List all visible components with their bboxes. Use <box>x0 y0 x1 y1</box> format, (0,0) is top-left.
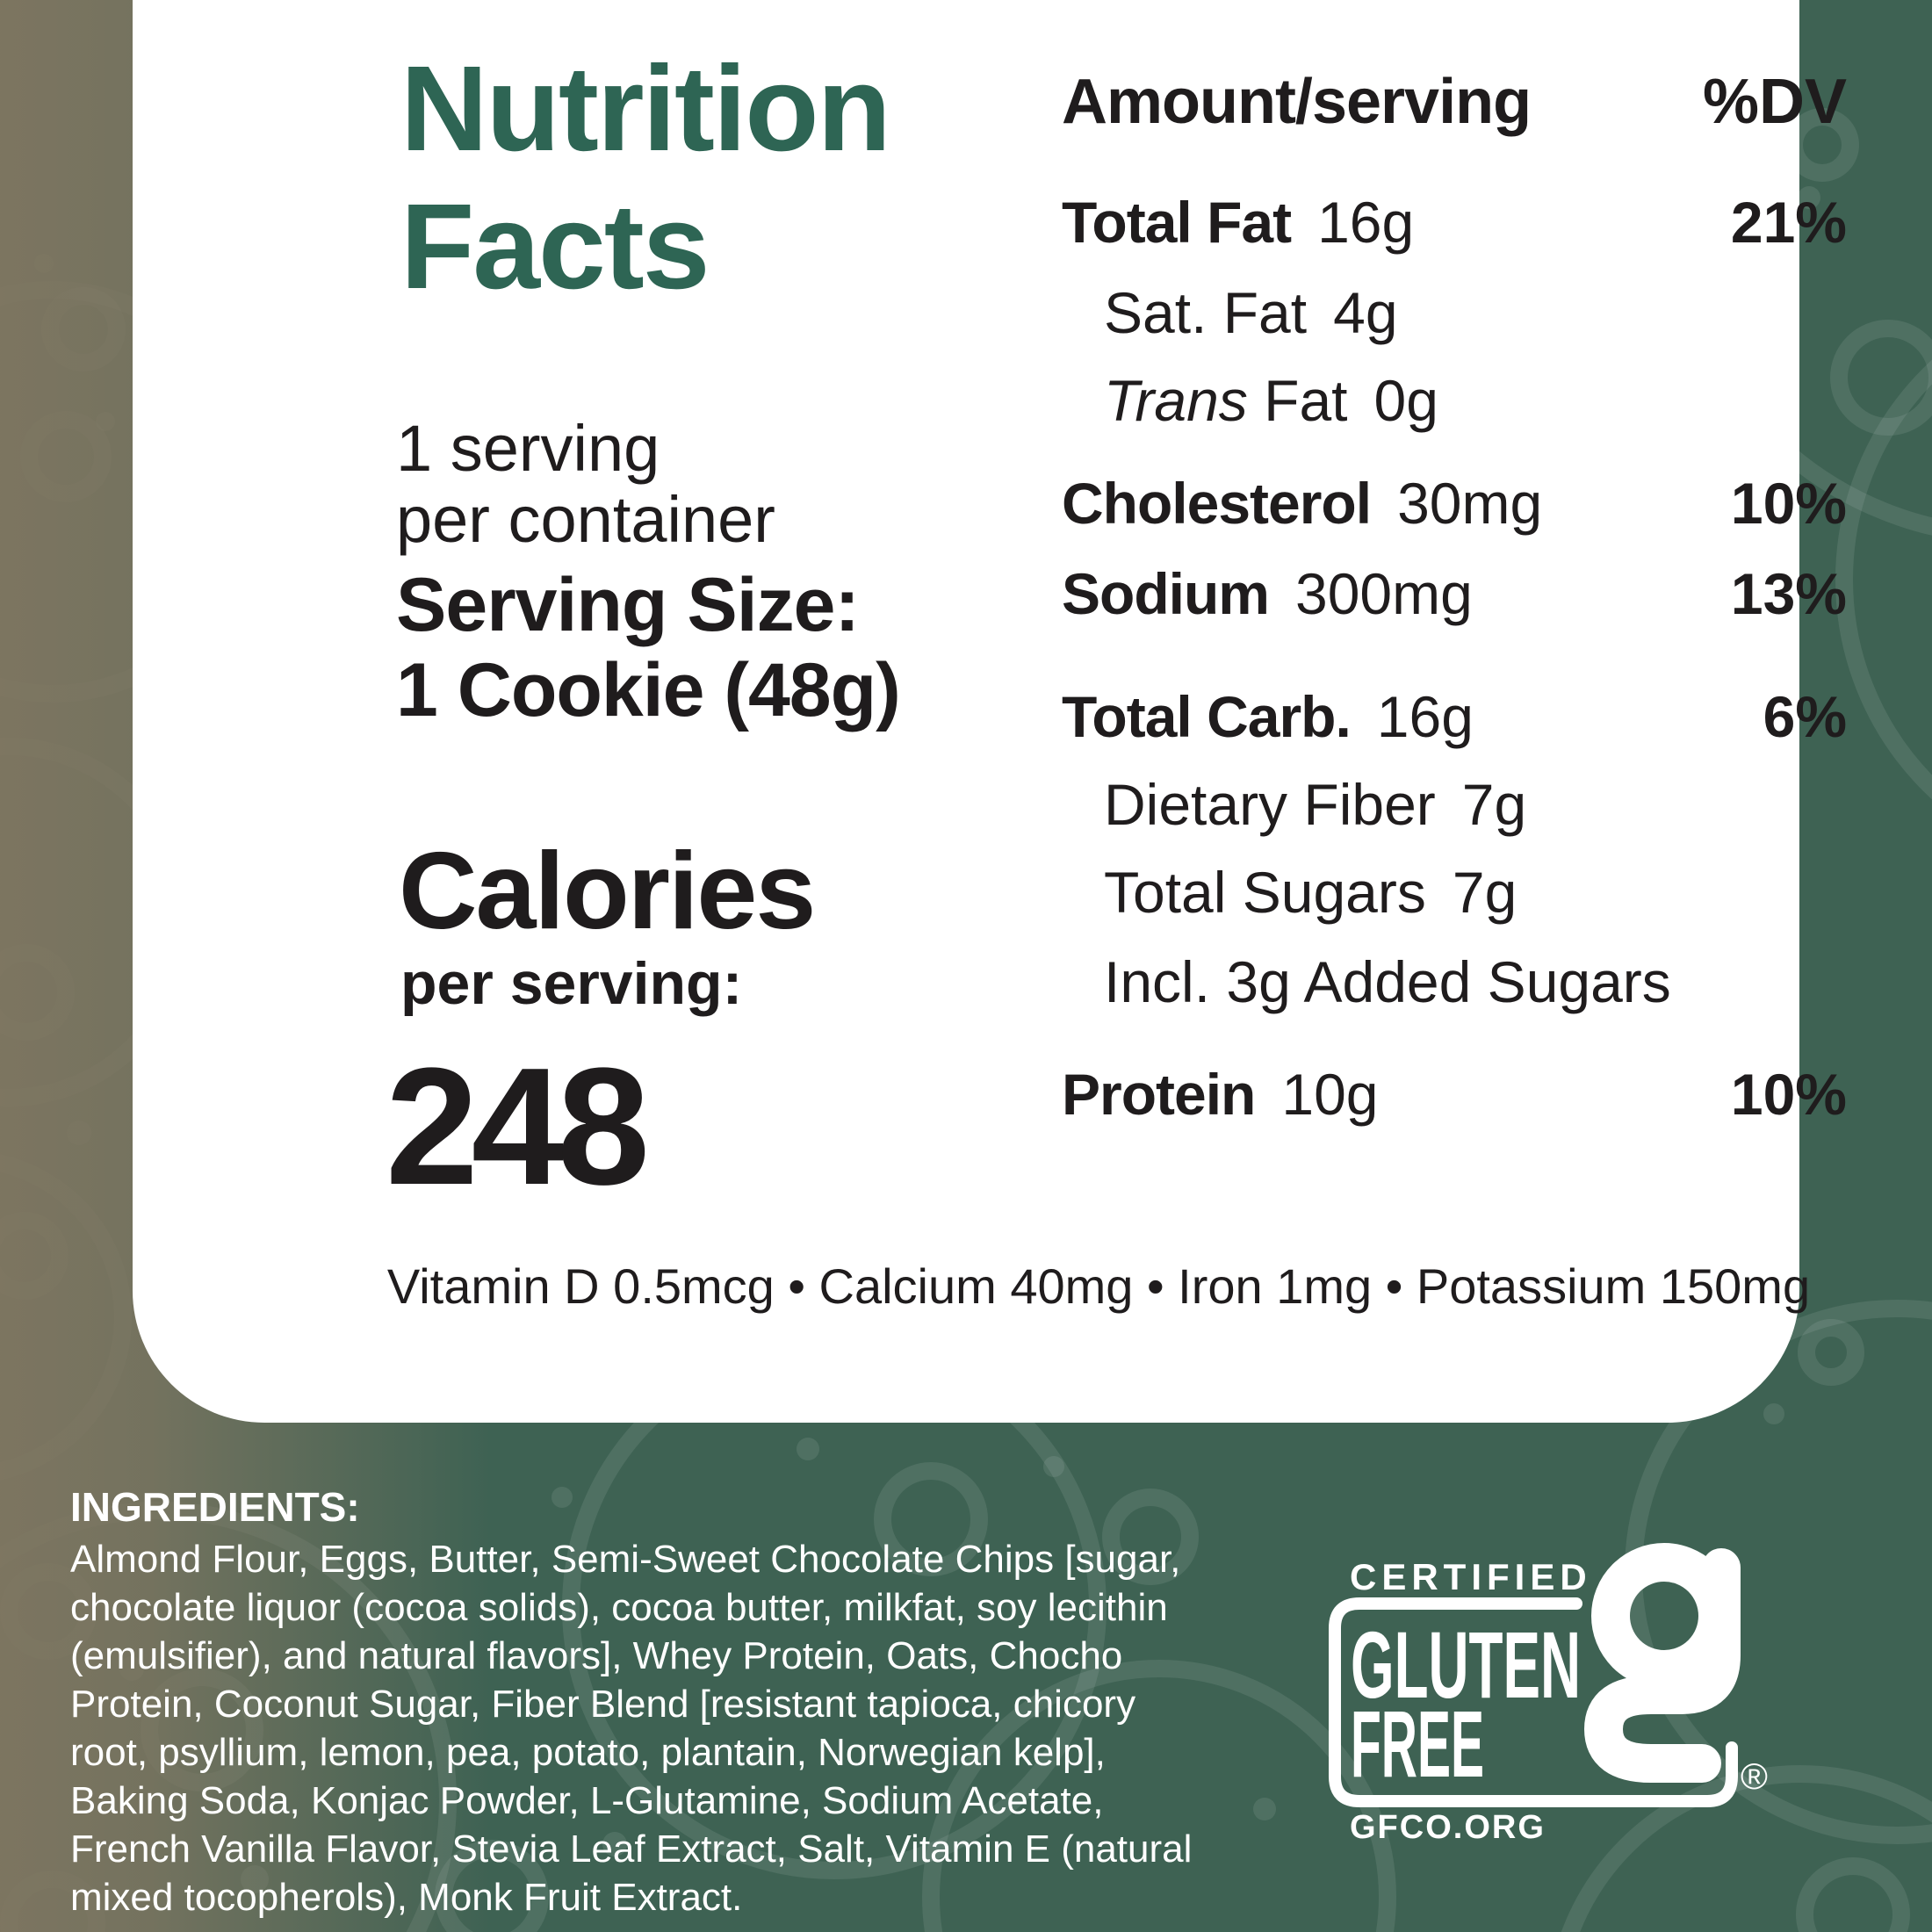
nutrient-amount: 7g <box>1461 772 1527 837</box>
calories-sublabel: per serving: <box>400 950 743 1017</box>
nutrient-name: Protein <box>1062 1062 1256 1127</box>
gf-certified-label: CERTIFIED <box>1350 1556 1592 1597</box>
gf-registered-mark: ® <box>1741 1755 1768 1797</box>
certified-gluten-free-seal: CERTIFIED GLUTEN FREE ® GFCO.ORG <box>1329 1543 1768 1846</box>
nutrient-amount: 4g <box>1333 280 1398 345</box>
nutrition-facts-title: Nutrition Facts <box>400 40 891 316</box>
gf-free-label: FREE <box>1351 1690 1484 1797</box>
table-row: Incl. 3g Added Sugars <box>1062 950 1847 1013</box>
header-amount-per-serving: Amount/serving <box>1062 67 1532 137</box>
servings-line-2: per container <box>396 483 775 556</box>
gf-url-label: GFCO.ORG <box>1350 1809 1546 1846</box>
table-row: Sat. Fat 4g <box>1062 281 1847 344</box>
table-row: Dietary Fiber 7g <box>1062 773 1847 836</box>
nutrient-name: Sat. Fat <box>1104 280 1308 345</box>
ingredients-section: INGREDIENTS: Almond Flour, Eggs, Butter,… <box>70 1482 1352 1921</box>
nutrient-name: Cholesterol <box>1062 471 1372 536</box>
ingredients-text: Almond Flour, Eggs, Butter, Semi-Sweet C… <box>70 1538 1193 1919</box>
nutrient-amount: 300mg <box>1295 561 1473 626</box>
header-percent-dv: %DV <box>1702 67 1847 137</box>
table-row: Sodium 300mg 13% <box>1062 562 1847 625</box>
nutrient-amount: 0g <box>1373 368 1438 433</box>
gf-box-border <box>1329 1597 1738 1807</box>
serving-size-value: 1 Cookie (48g) <box>396 648 901 732</box>
nutrient-name: Sodium <box>1062 561 1270 626</box>
ingredients-title: INGREDIENTS: <box>70 1484 360 1530</box>
title-line-1: Nutrition <box>400 41 891 177</box>
nutrient-amount: 16g <box>1317 190 1415 255</box>
table-row: Total Fat 16g 21% <box>1062 191 1847 254</box>
table-row: Protein 10g 10% <box>1062 1063 1847 1126</box>
serving-size: Serving Size: 1 Cookie (48g) <box>396 563 901 733</box>
gf-g-icon <box>1584 1543 1741 1783</box>
nutrient-amount: 7g <box>1452 860 1517 925</box>
table-row: Total Sugars 7g <box>1062 861 1847 924</box>
nutrient-dv: 10% <box>1730 1062 1847 1127</box>
table-row: Cholesterol 30mg 10% <box>1062 472 1847 535</box>
serving-size-label: Serving Size: <box>396 563 860 647</box>
servings-per-container: 1 serving per container <box>396 413 775 555</box>
servings-line-1: 1 serving <box>396 412 660 485</box>
title-line-2: Facts <box>400 179 710 314</box>
micronutrients-line: Vitamin D 0.5mcg • Calcium 40mg • Iron 1… <box>386 1258 1811 1314</box>
nutrient-amount: 30mg <box>1397 471 1543 536</box>
nutrient-name-italic: Trans <box>1104 368 1248 433</box>
table-row: Trans Fat 0g <box>1062 369 1847 432</box>
nutrient-dv: 21% <box>1730 190 1847 255</box>
nutrient-name: Fat <box>1247 368 1348 433</box>
nutrient-table: Amount/serving %DV Total Fat 16g 21% Sat.… <box>1062 0 1847 1186</box>
nutrient-table-header: Amount/serving %DV <box>1062 70 1847 133</box>
nutrient-dv: 10% <box>1730 471 1847 536</box>
table-row: Total Carb. 16g 6% <box>1062 685 1847 748</box>
nutrient-name: Total Carb. <box>1062 684 1352 749</box>
nutrient-name: Incl. 3g Added Sugars <box>1104 949 1671 1014</box>
nutrient-amount: 10g <box>1281 1062 1379 1127</box>
nutrient-dv: 13% <box>1730 561 1847 626</box>
nutrient-dv: 6% <box>1763 684 1847 749</box>
nutrition-facts-panel: Nutrition Facts 1 serving per container … <box>133 0 1847 1423</box>
nutrient-name: Total Fat <box>1062 190 1292 255</box>
calories-value: 248 <box>386 1034 650 1220</box>
nutrient-amount: 16g <box>1376 684 1474 749</box>
nutrient-name: Dietary Fiber <box>1104 772 1436 837</box>
nutrient-name: Total Sugars <box>1104 860 1426 925</box>
gf-gluten-label: GLUTEN <box>1351 1611 1581 1718</box>
calories-label: Calories <box>399 831 816 952</box>
